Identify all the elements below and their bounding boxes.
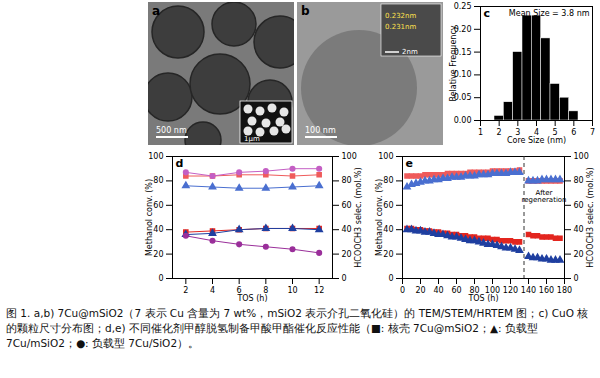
svg-text:0.00: 0.00 — [454, 116, 472, 125]
svg-text:0.05: 0.05 — [453, 93, 472, 103]
svg-text:5: 5 — [552, 128, 558, 138]
svg-text:Core Size (nm): Core Size (nm) — [507, 136, 566, 145]
svg-text:e: e — [406, 157, 413, 170]
svg-text:0.25: 0.25 — [454, 2, 472, 11]
svg-text:Relative Frequency: Relative Frequency — [449, 25, 458, 101]
svg-text:60: 60 — [574, 201, 584, 210]
svg-text:80: 80 — [574, 176, 584, 185]
svg-text:b: b — [301, 4, 310, 18]
svg-text:0: 0 — [342, 274, 347, 283]
svg-text:0.10: 0.10 — [453, 70, 472, 80]
svg-text:60: 60 — [153, 201, 163, 210]
svg-text:3: 3 — [515, 128, 521, 138]
svg-text:80: 80 — [342, 176, 352, 185]
html-text:图 1. a,b) 7Cu@mSiO2（7 表示 Cu 含量: 图 1. a,b) 7Cu@mSiO2（7 表示 Cu 含量为 7 wt%，mS… — [6, 307, 589, 350]
svg-text:12: 12 — [314, 286, 324, 295]
svg-text:160: 160 — [539, 286, 554, 295]
svg-text:40: 40 — [342, 225, 352, 234]
svg-text:20: 20 — [574, 250, 584, 259]
svg-text:2: 2 — [183, 286, 188, 295]
svg-text:20: 20 — [383, 250, 393, 259]
svg-text:120: 120 — [503, 286, 518, 295]
svg-text:20: 20 — [342, 250, 352, 259]
svg-text:60: 60 — [451, 286, 461, 295]
svg-text:6: 6 — [571, 128, 576, 137]
svg-text:100: 100 — [342, 152, 357, 161]
svg-text:6: 6 — [236, 286, 242, 296]
svg-text:80: 80 — [383, 176, 393, 185]
svg-text:40: 40 — [574, 225, 584, 234]
svg-text:80: 80 — [469, 286, 480, 296]
svg-text:0: 0 — [574, 274, 579, 283]
svg-text:Methanol conv. (%): Methanol conv. (%) — [145, 179, 154, 256]
svg-text:180: 180 — [557, 286, 572, 295]
svg-text:100: 100 — [378, 152, 393, 161]
svg-text:Mean Size = 3.8 nm: Mean Size = 3.8 nm — [509, 9, 590, 18]
svg-text:20: 20 — [153, 250, 163, 259]
svg-text:140: 140 — [521, 286, 536, 295]
svg-text:TOS (h): TOS (h) — [236, 294, 267, 303]
svg-text:Methanol conv. (%): Methanol conv. (%) — [375, 179, 384, 256]
svg-text:60: 60 — [383, 201, 393, 210]
svg-text:40: 40 — [153, 225, 163, 234]
svg-text:c: c — [484, 7, 491, 20]
svg-text:100: 100 — [574, 152, 589, 161]
svg-text:TOS (h): TOS (h) — [467, 294, 498, 303]
svg-text:7: 7 — [590, 128, 595, 137]
svg-text:1: 1 — [478, 128, 483, 137]
svg-text:0.15: 0.15 — [453, 47, 472, 57]
svg-text:d: d — [176, 157, 184, 170]
svg-text:10: 10 — [287, 286, 297, 295]
svg-text:60: 60 — [342, 201, 352, 210]
svg-text:100: 100 — [148, 152, 163, 161]
svg-text:100 nm: 100 nm — [305, 126, 336, 135]
svg-text:80: 80 — [153, 176, 163, 185]
svg-text:HCOOCH3 selec. (mol.%): HCOOCH3 selec. (mol.%) — [354, 167, 363, 267]
svg-text:4: 4 — [210, 286, 215, 295]
svg-text:2: 2 — [497, 128, 502, 137]
svg-text:2nm: 2nm — [402, 48, 418, 56]
svg-text:0: 0 — [158, 274, 163, 283]
svg-text:0.231nm: 0.231nm — [385, 23, 416, 31]
svg-text:8: 8 — [263, 286, 269, 296]
svg-text:0: 0 — [400, 286, 405, 295]
svg-text:500 nm: 500 nm — [156, 126, 187, 135]
svg-text:0.20: 0.20 — [453, 24, 472, 34]
svg-text:4: 4 — [534, 128, 539, 138]
svg-text:40: 40 — [433, 286, 443, 295]
svg-text:0: 0 — [388, 274, 393, 283]
svg-text:100: 100 — [484, 286, 501, 296]
svg-text:1μm: 1μm — [244, 135, 260, 143]
svg-text:Afterregeneration: Afterregeneration — [521, 189, 566, 204]
svg-text:0.232nm: 0.232nm — [385, 12, 416, 20]
svg-text:40: 40 — [383, 225, 393, 234]
svg-text:20: 20 — [415, 286, 425, 295]
svg-text:HCOOCH3 selec. (mol.%): HCOOCH3 selec. (mol.%) — [586, 167, 595, 267]
svg-text:a: a — [152, 4, 160, 18]
